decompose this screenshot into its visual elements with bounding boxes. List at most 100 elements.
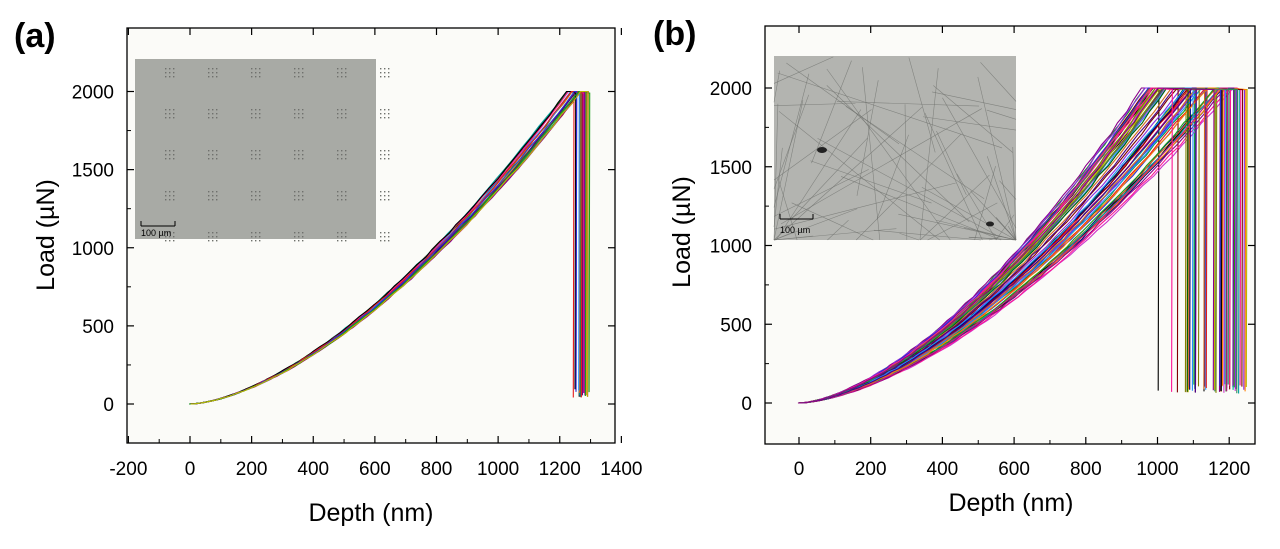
inset-a-indent (345, 195, 347, 197)
inset-a-indent (345, 199, 347, 201)
inset-a-indent (251, 154, 253, 156)
inset-a-indent (294, 68, 296, 70)
y-tick-label-b: 2000 (710, 79, 752, 100)
inset-a-indent (341, 158, 343, 160)
inset-a-indent (384, 117, 386, 119)
inset-a-indent (165, 117, 167, 119)
axes-a: -200 0 200 400 600 800 1000 1200 1400 0 500 1000 150… (72, 27, 643, 480)
inset-a-indent (302, 158, 304, 160)
inset-a-indent (208, 232, 210, 234)
inset-b-scratch (922, 116, 1017, 131)
inset-a-indent (298, 109, 300, 111)
inset-b-defect (986, 221, 994, 227)
inset-a-indent (294, 232, 296, 234)
inset-a-indent (345, 158, 347, 160)
inset-a-indent (302, 72, 304, 74)
inset-a-indent (259, 232, 261, 234)
y-tick-label-b: 1500 (710, 158, 752, 179)
inset-a-indent (212, 191, 214, 193)
series-curve-a (190, 90, 589, 405)
inset-a-indent (216, 150, 218, 152)
inset-a-indent (212, 195, 214, 197)
inset-a-indent (251, 76, 253, 78)
inset-a-indent (380, 240, 382, 242)
x-tick-label-b: 400 (927, 459, 959, 480)
inset-a-indent (255, 232, 257, 234)
inset-a-scale-label: 100 µm (141, 228, 171, 238)
inset-a-indent (259, 154, 261, 156)
inset-a-indent (294, 154, 296, 156)
inset-b-scratch (773, 73, 810, 208)
x-tick-label-b: 1000 (1136, 459, 1178, 480)
inset-a-indent (216, 68, 218, 70)
inset-a-indent (216, 117, 218, 119)
curves-b (797, 87, 1248, 404)
inset-a-indent (165, 113, 167, 115)
inset-a-indent (173, 191, 175, 193)
inset-b-scratch (775, 109, 862, 241)
inset-a-indent (216, 195, 218, 197)
inset-a-indent (337, 150, 339, 152)
inset-b-scratch (933, 85, 1013, 153)
inset-a-indent (388, 199, 390, 201)
inset-b-scratch (1007, 225, 1017, 241)
inset-a-indent (255, 113, 257, 115)
inset-a-indent (298, 154, 300, 156)
y-tick-label-a: 1500 (72, 161, 114, 182)
inset-a-indent (294, 109, 296, 111)
inset-a-indent (345, 113, 347, 115)
inset-b-scratch (1012, 147, 1017, 241)
inset-a-indent (173, 195, 175, 197)
inset-a-indent (302, 240, 304, 242)
x-tick-label-b: 1200 (1208, 459, 1250, 480)
inset-a-indent (384, 191, 386, 193)
inset-a-indent (251, 113, 253, 115)
inset-a-indent (255, 199, 257, 201)
x-tick-label-a: 600 (359, 459, 391, 480)
inset-a-indent (294, 117, 296, 119)
inset-a-indent (388, 117, 390, 119)
panel-a-xlabel: Depth (nm) (308, 499, 433, 527)
inset-a-indent (302, 76, 304, 78)
inset-a-indent (251, 150, 253, 152)
inset-a-indent (380, 109, 382, 111)
panel-b-xlabel: Depth (nm) (948, 489, 1073, 517)
inset-b-scratch (811, 60, 852, 164)
inset-a-indent (298, 191, 300, 193)
axes-b: 0 200 400 600 800 1000 1200 0 500 1000 1500 2000 (710, 25, 1256, 480)
inset-a-indent (388, 109, 390, 111)
inset-a-indent (251, 158, 253, 160)
inset-a-indent (341, 117, 343, 119)
inset-a-indent (259, 240, 261, 242)
inset-a-indent (251, 68, 253, 70)
inset-b-scratch (810, 160, 932, 204)
panel-b: (b) 100 µm 0 200 400 600 800 1000 1200 0 500 1000… (653, 15, 1256, 517)
x-tick-label-a: 800 (421, 459, 453, 480)
inset-a-indent (294, 150, 296, 152)
inset-a-indent (169, 76, 171, 78)
inset-a-indent (212, 76, 214, 78)
plot-frame-a (126, 27, 616, 444)
inset-a-indent (169, 232, 171, 234)
inset-a-indent (259, 72, 261, 74)
inset-a-indent (384, 154, 386, 156)
inset-a-indent (216, 154, 218, 156)
inset-a-indent (341, 150, 343, 152)
inset-a-indent (341, 240, 343, 242)
inset-b-scratches (773, 56, 1017, 241)
inset-a-indent (216, 240, 218, 242)
inset-a-indent (216, 76, 218, 78)
inset-a-indent (341, 72, 343, 74)
inset-a-indent (384, 150, 386, 152)
inset-a: 100 µm (135, 59, 390, 242)
inset-a-indent (212, 109, 214, 111)
y-tick-label-b: 1000 (710, 237, 752, 258)
inset-a-indent (337, 232, 339, 234)
inset-a-indent (208, 68, 210, 70)
inset-a-indent (302, 236, 304, 238)
inset-a-indent (380, 113, 382, 115)
inset-a-indent (298, 68, 300, 70)
inset-a-indent (380, 117, 382, 119)
inset-a-indent (298, 240, 300, 242)
inset-b-scratch (927, 202, 998, 241)
